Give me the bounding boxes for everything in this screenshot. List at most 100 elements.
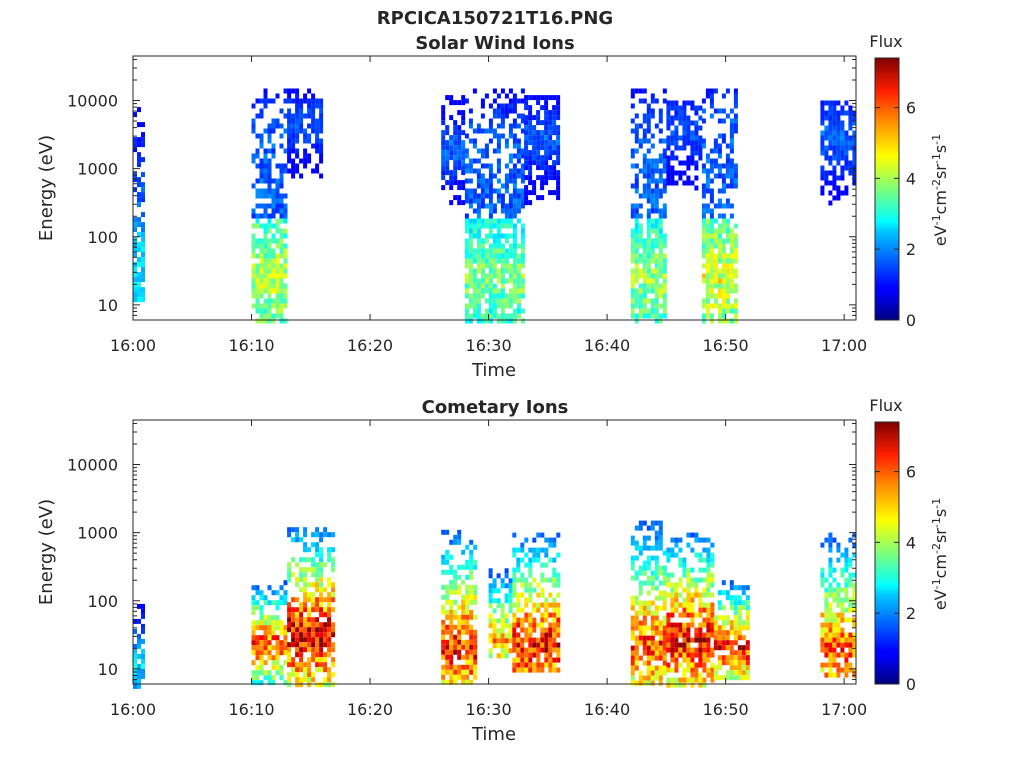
heatmap-cell <box>287 612 292 618</box>
heatmap-cell <box>275 163 280 169</box>
heatmap-cell <box>702 547 707 553</box>
heatmap-cell <box>315 128 320 134</box>
heatmap-cell <box>520 542 525 548</box>
heatmap-cell <box>263 313 268 319</box>
heatmap-cell <box>315 168 320 174</box>
heatmap-cell <box>638 655 643 661</box>
heatmap-cell <box>824 672 829 678</box>
heatmap-cell <box>721 635 726 641</box>
heatmap-cell <box>512 273 517 279</box>
heatmap-cell <box>279 318 284 324</box>
heatmap-cell <box>251 660 256 666</box>
heatmap-cell <box>469 654 474 660</box>
heatmap-cell <box>259 665 264 671</box>
heatmap-cell <box>287 657 292 663</box>
heatmap-cell <box>520 293 525 299</box>
heatmap-cell <box>733 243 738 249</box>
heatmap-cell <box>552 567 557 573</box>
heatmap-cell <box>650 580 655 586</box>
heatmap-cell <box>682 627 687 633</box>
heatmap-cell <box>634 655 639 661</box>
heatmap-cell <box>500 268 505 274</box>
heatmap-cell <box>682 145 687 151</box>
heatmap-cell <box>532 537 537 543</box>
heatmap-cell <box>674 602 679 608</box>
heatmap-cell <box>844 577 849 583</box>
heatmap-cell <box>836 125 841 131</box>
heatmap-cell <box>532 622 537 628</box>
heatmap-cell <box>295 88 300 94</box>
heatmap-cell <box>694 140 699 146</box>
heatmap-cell <box>307 153 312 159</box>
heatmap-cell <box>662 620 667 626</box>
heatmap-cell <box>492 248 497 254</box>
heatmap-cell <box>544 170 549 176</box>
heatmap-cell <box>441 115 446 121</box>
heatmap-cell <box>824 642 829 648</box>
heatmap-cell <box>832 592 837 598</box>
heatmap-cell <box>658 213 663 219</box>
heatmap-cell <box>540 562 545 568</box>
heatmap-cell <box>642 188 647 194</box>
heatmap-cell <box>654 540 659 546</box>
heatmap-cell <box>279 253 284 259</box>
heatmap-cell <box>263 675 268 681</box>
heatmap-cell <box>283 625 288 631</box>
heatmap-cell <box>709 278 714 284</box>
heatmap-cell <box>512 93 517 99</box>
heatmap-cell <box>670 135 675 141</box>
heatmap-cell <box>283 635 288 641</box>
heatmap-cell <box>642 128 647 134</box>
heatmap-cell <box>638 228 643 234</box>
heatmap-cell <box>702 557 707 563</box>
heatmap-cell <box>267 298 272 304</box>
heatmap-cell <box>484 248 489 254</box>
heatmap-cell <box>275 223 280 229</box>
heatmap-cell <box>524 150 529 156</box>
heatmap-cell <box>654 298 659 304</box>
heatmap-cell <box>650 198 655 204</box>
heatmap-cell <box>709 158 714 164</box>
heatmap-cell <box>654 585 659 591</box>
heatmap-cell <box>492 578 497 584</box>
heatmap-cell <box>646 243 651 249</box>
heatmap-cell <box>445 160 450 166</box>
heatmap-cell <box>267 138 272 144</box>
heatmap-cell <box>263 625 268 631</box>
heatmap-cell <box>449 579 454 585</box>
heatmap-cell <box>630 268 635 274</box>
heatmap-cell <box>721 218 726 224</box>
heatmap-cell <box>690 567 695 573</box>
heatmap-cell <box>658 565 663 571</box>
y-axis-label: Energy (eV) <box>36 135 57 241</box>
heatmap-cell <box>512 98 517 104</box>
heatmap-cell <box>469 594 474 600</box>
heatmap-cell <box>520 198 525 204</box>
heatmap-cell <box>729 665 734 671</box>
heatmap-cell <box>682 100 687 106</box>
heatmap-cell <box>287 153 292 159</box>
heatmap-cell <box>255 303 260 309</box>
heatmap-cell <box>552 642 557 648</box>
heatmap-cell <box>678 627 683 633</box>
heatmap-cell <box>137 242 141 248</box>
heatmap-cell <box>476 318 481 324</box>
heatmap-cell <box>263 595 268 601</box>
heatmap-cell <box>524 95 529 101</box>
heatmap-cell <box>468 293 473 299</box>
heatmap-cell <box>630 288 635 294</box>
heatmap-cell <box>634 148 639 154</box>
heatmap-cell <box>706 567 711 573</box>
heatmap-cell <box>717 213 722 219</box>
heatmap-cell <box>255 273 260 279</box>
heatmap-cell <box>642 560 647 566</box>
heatmap-cell <box>725 670 730 676</box>
heatmap-cell <box>263 650 268 656</box>
heatmap-cell <box>504 573 509 579</box>
heatmap-cell <box>701 188 706 194</box>
heatmap-cell <box>445 644 450 650</box>
heatmap-cell <box>528 622 533 628</box>
heatmap-cell <box>488 263 493 269</box>
heatmap-cell <box>141 277 145 283</box>
heatmap-cell <box>710 652 715 658</box>
